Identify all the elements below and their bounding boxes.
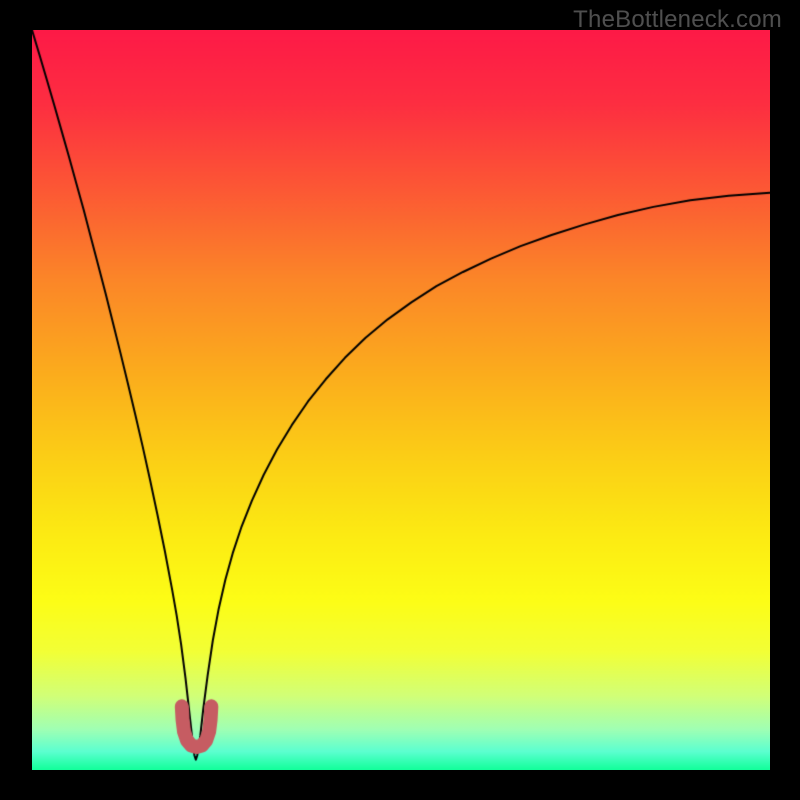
watermark-label: TheBottleneck.com — [573, 6, 782, 34]
chart-container: TheBottleneck.com — [0, 0, 800, 800]
bottleneck-curve-chart — [32, 30, 770, 770]
